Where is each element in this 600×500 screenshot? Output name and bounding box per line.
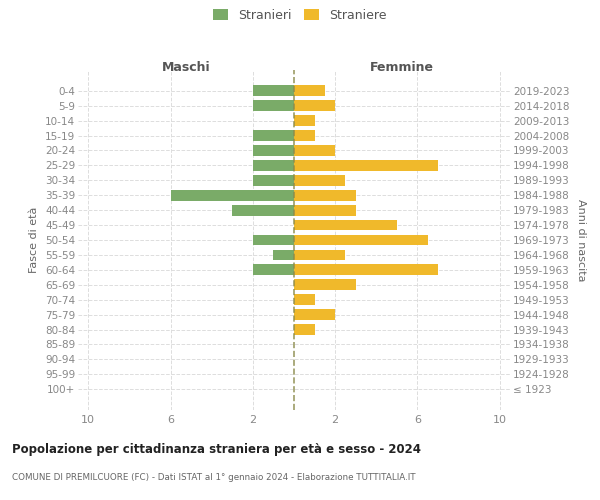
Legend: Stranieri, Straniere: Stranieri, Straniere (213, 8, 387, 22)
Bar (294, 264, 438, 275)
Bar (294, 175, 346, 186)
Bar (294, 309, 335, 320)
Text: Maschi: Maschi (161, 62, 211, 74)
Y-axis label: Fasce di età: Fasce di età (29, 207, 40, 273)
Bar (253, 160, 294, 171)
Bar (294, 205, 356, 216)
Bar (253, 145, 294, 156)
Bar (253, 100, 294, 111)
Bar (294, 86, 325, 96)
Bar (294, 160, 438, 171)
Bar (294, 280, 356, 290)
Bar (274, 250, 294, 260)
Bar (294, 234, 428, 246)
Text: Femmine: Femmine (370, 62, 434, 74)
Bar (253, 264, 294, 275)
Bar (294, 250, 346, 260)
Bar (253, 86, 294, 96)
Text: COMUNE DI PREMILCUORE (FC) - Dati ISTAT al 1° gennaio 2024 - Elaborazione TUTTIT: COMUNE DI PREMILCUORE (FC) - Dati ISTAT … (12, 472, 416, 482)
Text: Popolazione per cittadinanza straniera per età e sesso - 2024: Popolazione per cittadinanza straniera p… (12, 442, 421, 456)
Y-axis label: Anni di nascita: Anni di nascita (576, 198, 586, 281)
Bar (294, 145, 335, 156)
Bar (253, 234, 294, 246)
Bar (294, 190, 356, 200)
Bar (232, 205, 294, 216)
Bar (253, 130, 294, 141)
Bar (294, 100, 335, 111)
Bar (294, 324, 314, 335)
Bar (294, 294, 314, 305)
Bar (294, 130, 314, 141)
Bar (294, 116, 314, 126)
Bar (294, 220, 397, 230)
Bar (170, 190, 294, 200)
Bar (253, 175, 294, 186)
